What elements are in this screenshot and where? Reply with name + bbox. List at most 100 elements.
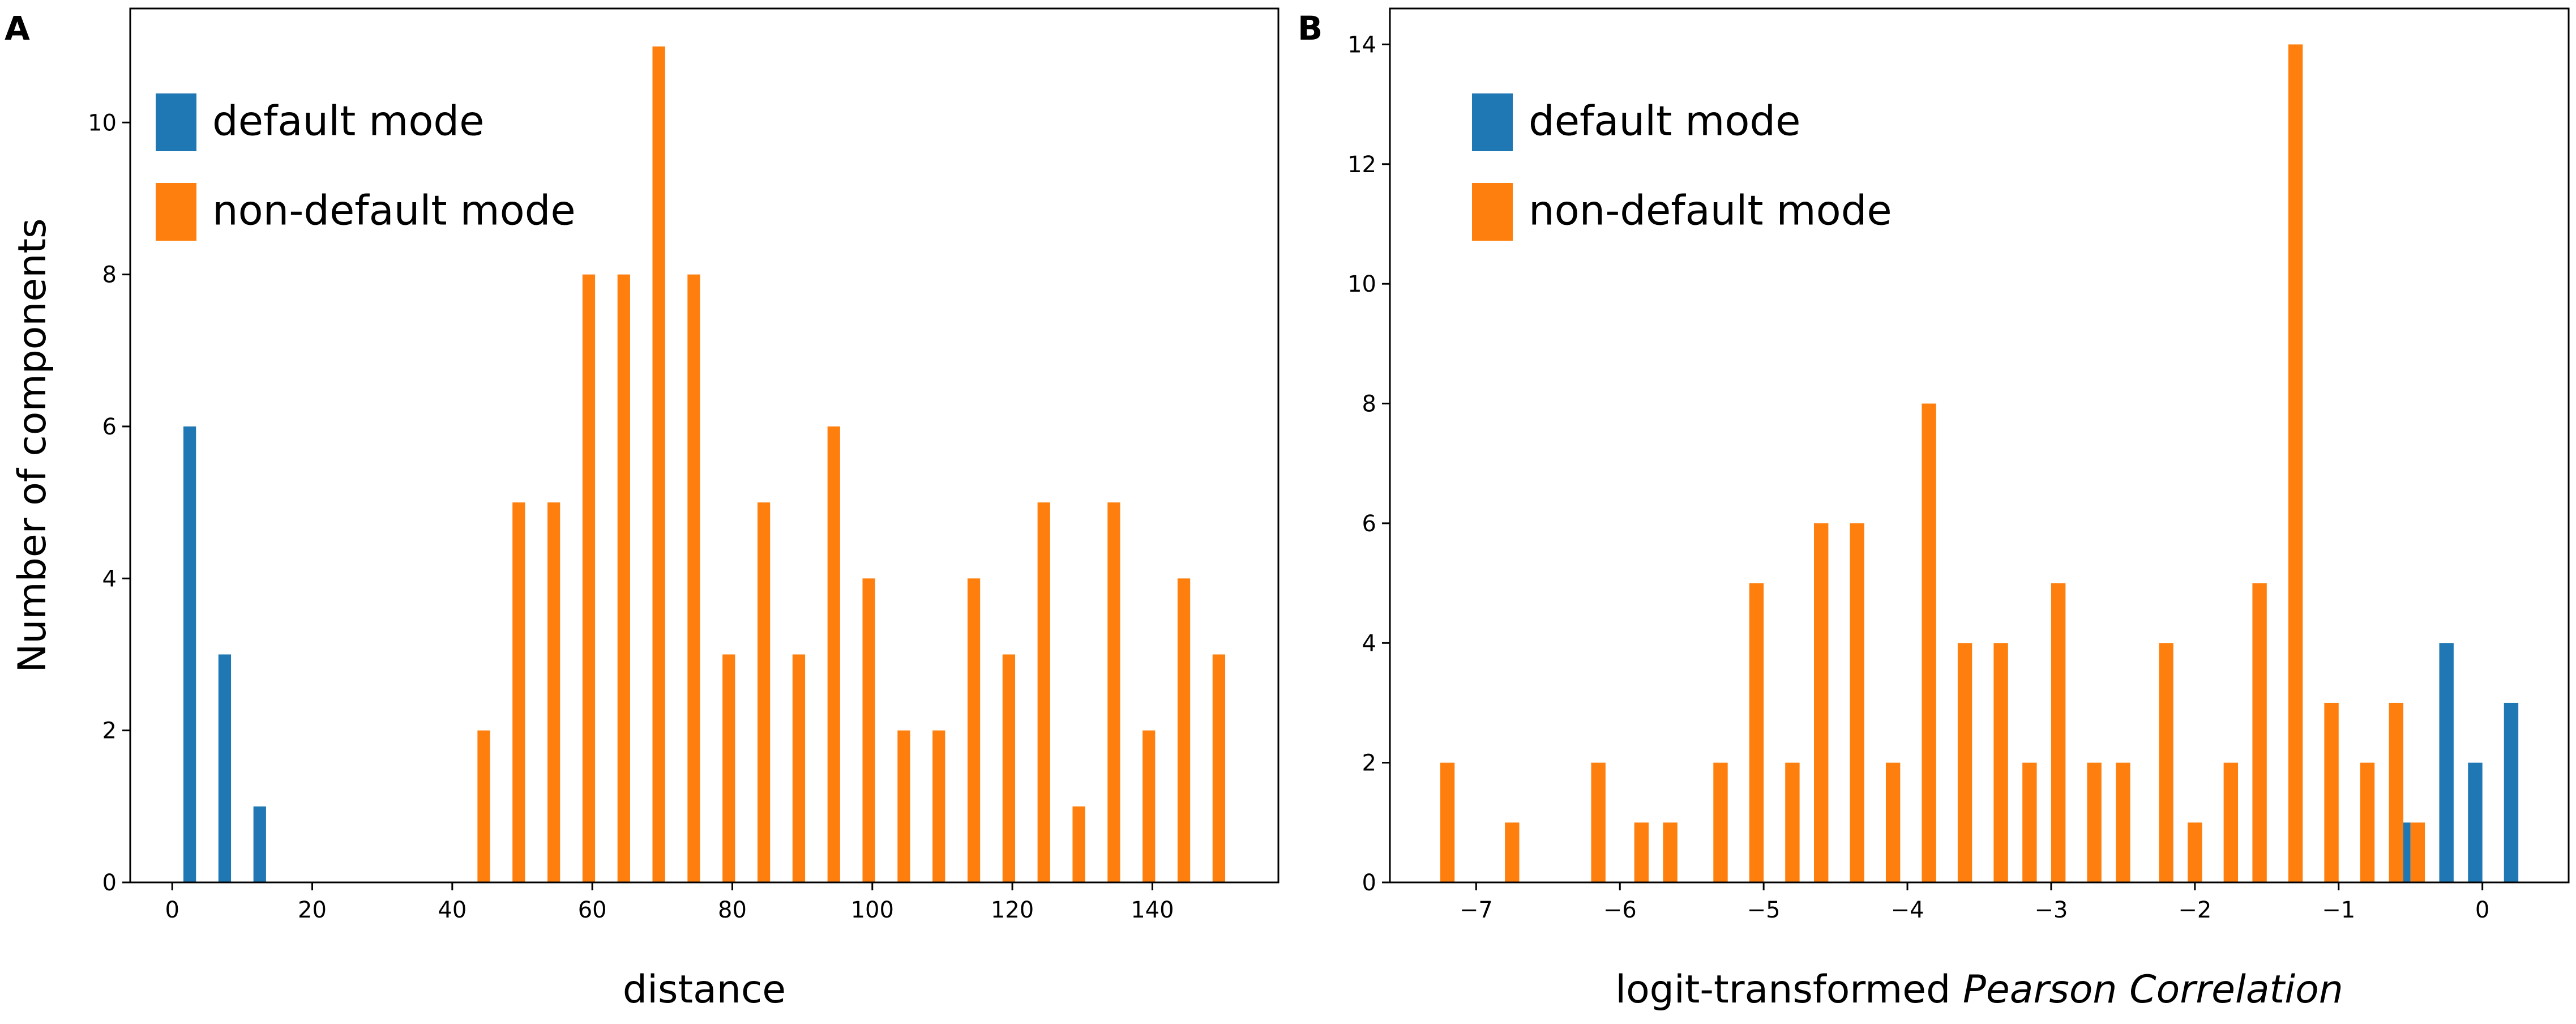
bar xyxy=(1037,502,1050,882)
x-tick-label: −4 xyxy=(1891,897,1924,923)
bar xyxy=(1072,806,1085,882)
bar xyxy=(218,654,232,882)
legend-swatch xyxy=(156,183,196,241)
bar xyxy=(722,654,735,882)
y-tick-label: 10 xyxy=(88,110,117,136)
bar xyxy=(2468,762,2483,882)
series-non-default-mode xyxy=(1440,44,2425,882)
bar xyxy=(2116,762,2130,882)
x-tick-label: 100 xyxy=(851,897,894,923)
bar xyxy=(2188,822,2202,882)
plot-frame xyxy=(129,7,1280,884)
series-non-default-mode xyxy=(477,46,1226,883)
bar xyxy=(652,46,665,883)
x-tick-label: 80 xyxy=(718,897,747,923)
panel-letter: B xyxy=(1298,9,1323,48)
x-tick-label: 60 xyxy=(578,897,607,923)
legend-label: non-default mode xyxy=(212,186,576,234)
bar xyxy=(792,654,806,882)
x-tick-label: 140 xyxy=(1131,897,1174,923)
legend-label: non-default mode xyxy=(1529,186,1892,234)
bar xyxy=(932,730,945,882)
bar xyxy=(2389,702,2404,882)
bar xyxy=(1850,523,1864,882)
y-tick-label: 10 xyxy=(1347,271,1376,297)
x-tick-label: 0 xyxy=(2475,897,2489,923)
series-default-mode xyxy=(2396,643,2519,882)
bar xyxy=(2439,643,2454,882)
y-tick-label: 14 xyxy=(1347,32,1376,58)
bar xyxy=(183,426,196,882)
bar xyxy=(1107,502,1120,882)
y-tick-label: 6 xyxy=(102,414,117,440)
bar xyxy=(253,806,266,882)
bar xyxy=(477,730,490,882)
bar xyxy=(2051,583,2066,882)
bar xyxy=(2223,762,2239,882)
x-tick-label: 0 xyxy=(165,897,179,923)
y-tick-label: 4 xyxy=(102,566,117,592)
y-tick-label: 8 xyxy=(1362,391,1376,417)
panel-letter: A xyxy=(5,9,30,48)
bar xyxy=(1440,762,1455,882)
bar xyxy=(2324,702,2339,882)
y-axis-label: Number of components xyxy=(10,218,55,672)
y-tick-label: 12 xyxy=(1347,152,1376,178)
x-tick-label: −6 xyxy=(1603,897,1637,923)
x-tick-label: −1 xyxy=(2322,897,2355,923)
bar xyxy=(1713,762,1728,882)
x-tick-label: 20 xyxy=(298,897,327,923)
bar xyxy=(2288,44,2303,882)
bar xyxy=(2504,702,2519,882)
bar xyxy=(827,426,840,882)
y-tick-label: 0 xyxy=(102,870,117,896)
bar xyxy=(897,730,910,882)
bar xyxy=(1957,643,1972,882)
legend-swatch xyxy=(156,93,196,151)
bar xyxy=(1785,762,1800,882)
x-tick-label: −5 xyxy=(1747,897,1781,923)
bar xyxy=(2410,822,2425,882)
x-tick-label: −2 xyxy=(2178,897,2211,923)
bar xyxy=(1177,578,1191,882)
x-tick-label: −7 xyxy=(1460,897,1493,923)
bar xyxy=(2087,762,2102,882)
bar xyxy=(687,274,700,883)
x-axis-label: logit-transformed Pearson Correlation xyxy=(1615,967,2343,1012)
y-tick-label: 8 xyxy=(102,262,117,288)
bar xyxy=(2252,583,2267,882)
legend-swatch xyxy=(1472,93,1513,151)
y-tick-label: 0 xyxy=(1362,870,1376,896)
bar xyxy=(1922,403,1936,882)
y-tick-label: 2 xyxy=(102,718,117,744)
legend: default mode non-default mode xyxy=(1472,93,1892,241)
bar xyxy=(1663,822,1678,882)
bar xyxy=(1634,822,1649,882)
plot-frame xyxy=(1389,7,2570,884)
bar xyxy=(757,502,771,882)
legend-swatch xyxy=(1472,183,1513,241)
bar xyxy=(1591,762,1606,882)
panel-b: B −7 −6 −5 −4 −3 −2 −1 0 0 2 4 6 8 10 12 14 logit-transfo… xyxy=(1298,7,2570,1012)
y-tick-label: 6 xyxy=(1362,511,1376,537)
bar xyxy=(512,502,525,882)
x-tick-label: 120 xyxy=(991,897,1034,923)
bar xyxy=(862,578,875,882)
bar xyxy=(1814,523,1829,882)
bar xyxy=(1993,643,2008,882)
bar xyxy=(2159,643,2173,882)
legend: default mode non-default mode xyxy=(156,93,576,241)
bar xyxy=(617,274,630,883)
legend-label: default mode xyxy=(1529,97,1800,144)
y-tick-label: 4 xyxy=(1362,630,1376,656)
bar xyxy=(2360,762,2375,882)
x-axis-label-italic: Pearson Correlation xyxy=(1963,967,2343,1012)
bar xyxy=(1885,762,1901,882)
legend-label: default mode xyxy=(212,97,484,144)
bar xyxy=(1142,730,1156,882)
x-tick-label: 40 xyxy=(438,897,467,923)
y-tick-label: 2 xyxy=(1362,750,1376,776)
bar xyxy=(1749,583,1764,882)
bar xyxy=(1212,654,1226,882)
